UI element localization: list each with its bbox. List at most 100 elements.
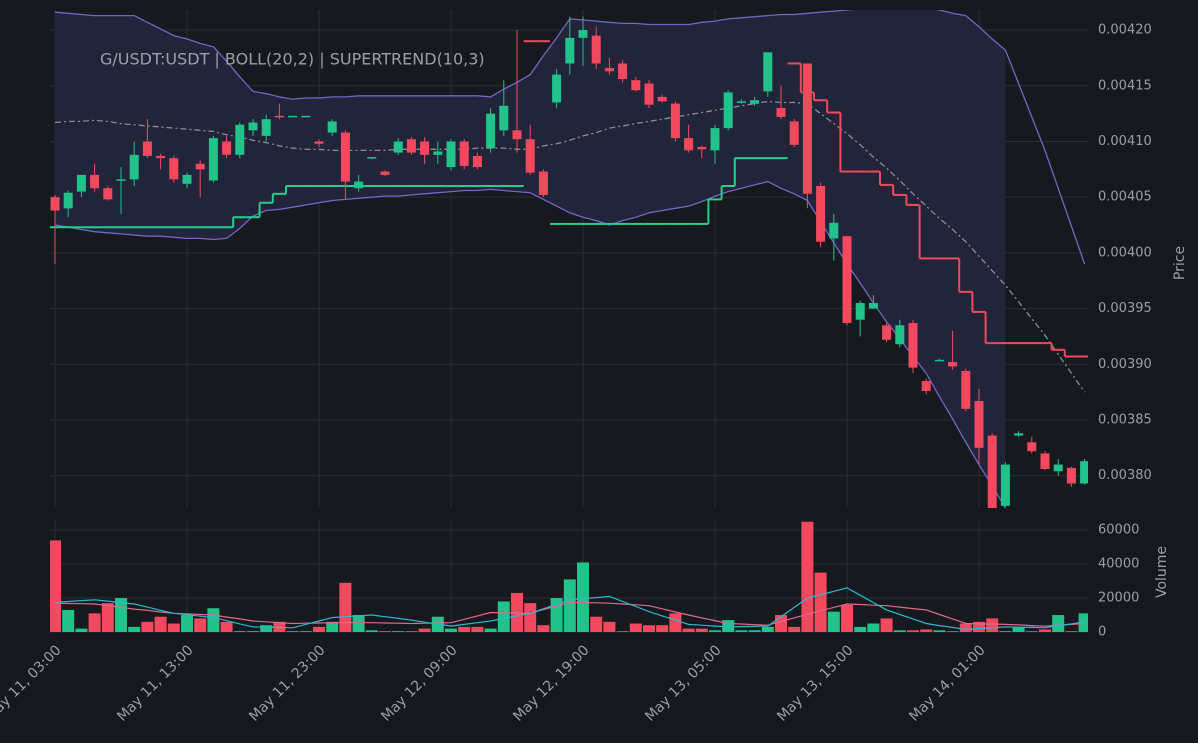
candle-body [631,80,641,91]
volume-bar [1039,629,1051,632]
y-tick-label: 0.00410 [1098,134,1152,149]
candle-body [486,113,496,149]
volume-bar [1078,613,1088,632]
candle-body [354,181,364,189]
candle-body [961,370,971,409]
candle-body [525,139,535,173]
volume-bar [735,630,748,632]
candle-body [459,141,469,166]
volume-bar [194,618,207,632]
volume-bar [418,628,431,632]
volume-bar [339,582,352,632]
candle-body [208,138,218,181]
candle-body [222,141,232,155]
volume-bar [62,609,75,632]
volume-bar [313,626,325,632]
volume-bar [907,630,919,632]
candle-body [816,186,826,242]
y-tick-label: 0.00405 [1098,190,1152,205]
candle-body [129,154,139,180]
candle-body [763,52,773,92]
candle-body [367,157,377,159]
volume-bar [616,631,629,632]
candle-body [182,174,192,184]
candle-body [103,188,113,200]
volume-bar [128,626,141,632]
candle-body [776,108,786,117]
volume-bar [75,628,88,632]
y-tick-label: 40000 [1098,557,1139,572]
volume-bar [801,521,814,632]
candle-body [618,63,628,80]
candle-body [314,141,324,144]
volume-bar [286,631,299,632]
y-tick-label: 0.00415 [1098,78,1152,93]
candle-body [829,222,839,239]
candle-body [50,197,60,211]
volume-bar [973,621,985,632]
volume-bar [577,562,589,632]
volume-bar [154,616,167,632]
candle-body [1000,464,1010,506]
volume-bar [445,628,457,632]
volume-bar [524,603,537,632]
candle-body [380,171,390,175]
volume-bar [471,626,484,632]
volume-bar [260,625,273,632]
volume-bar [563,579,576,632]
candle-body [974,401,984,448]
y-tick-label: 0.00385 [1098,412,1152,427]
candle-body [512,130,522,140]
volume-ma-line [54,587,1085,631]
candle-body [908,323,918,368]
candle-body [274,115,284,118]
volume-bar [841,604,853,632]
candle-body [393,141,403,153]
candle-body [235,124,245,155]
volume-bar [933,630,946,632]
volume-bar [1052,615,1065,632]
volume-bar [814,572,827,632]
candle-body [604,67,614,72]
volume-bar [761,626,774,632]
candle-body [921,380,931,392]
bollinger-line [54,100,1086,393]
candle-body [789,121,799,145]
candle-body [802,63,812,194]
candle-body [116,179,126,181]
candle-body [578,30,588,38]
candle-body [433,151,443,155]
volume-bar [682,628,695,632]
volume-bar [50,540,61,632]
volume-bar [893,630,906,632]
volume-bar [352,615,365,632]
volume-bar [392,631,405,632]
volume-bar [999,631,1012,632]
volume-bar [497,601,510,632]
candle-body [1014,433,1024,436]
candle-body [248,122,258,131]
volume-bar [101,603,114,632]
y-tick-label: 0.00400 [1098,245,1152,260]
volume-bar [603,621,616,632]
candle-body [301,115,311,118]
candle-body [327,121,337,133]
candle-body [697,147,707,150]
candle-body [750,100,760,104]
candle-body [1053,464,1063,472]
band-fill [55,10,1006,508]
candle-body [736,101,746,103]
volume-bar [1065,631,1078,632]
candle-body [565,37,575,64]
candle-body [895,325,905,345]
candle-body [1027,442,1037,452]
price-marks [50,10,1088,508]
volume-ma-line [54,601,1085,627]
candle-body [591,35,601,64]
y-tick-label: 0.00420 [1098,23,1152,38]
volume-bar [748,630,761,632]
volume-bar [629,623,642,632]
volume-bar [775,615,787,632]
candle-body [76,174,86,192]
price-axis-label: Price [1172,246,1188,280]
